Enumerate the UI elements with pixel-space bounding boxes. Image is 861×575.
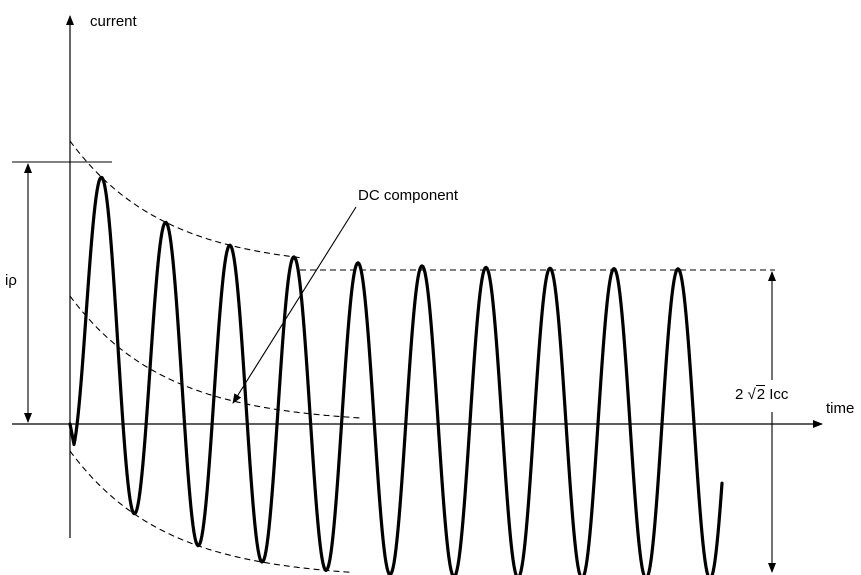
current-waveform bbox=[68, 175, 724, 575]
sqrt-radicand: 2 bbox=[755, 385, 766, 403]
sqrt-icon: √ bbox=[747, 386, 756, 403]
steady-amplitude-label: 2 √2 Icc bbox=[735, 385, 789, 403]
dc-component-label: DC component bbox=[358, 187, 459, 204]
x-axis-label: time bbox=[826, 400, 855, 417]
upper-envelope-dashed bbox=[69, 140, 301, 259]
y-axis-label: current bbox=[90, 13, 137, 30]
lower-envelope-dashed bbox=[69, 450, 353, 573]
steady-amplitude-suffix: Icc bbox=[769, 386, 789, 403]
peak-current-label: iρ bbox=[5, 272, 17, 289]
dc-component-pointer bbox=[232, 206, 357, 404]
steady-amplitude-prefix: 2 bbox=[735, 386, 744, 403]
